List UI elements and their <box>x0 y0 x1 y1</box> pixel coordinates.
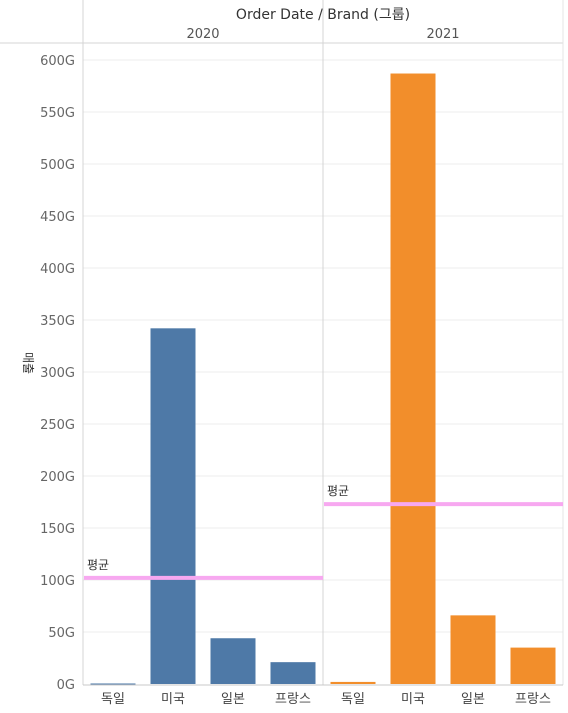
y-tick-label: 200G <box>40 470 75 485</box>
y-tick-label: 250G <box>40 418 75 433</box>
x-category-label: 프랑스 <box>275 692 311 707</box>
panel-year-label: 2021 <box>426 27 459 42</box>
y-tick-label: 300G <box>40 366 75 381</box>
y-tick-label: 50G <box>48 626 75 641</box>
y-tick-label: 550G <box>40 106 75 121</box>
y-tick-label: 350G <box>40 314 75 329</box>
x-category-label: 미국 <box>401 692 425 707</box>
bar <box>390 73 436 684</box>
bar <box>510 647 556 684</box>
y-tick-label: 600G <box>40 54 75 69</box>
y-tick-label: 400G <box>40 262 75 277</box>
bar <box>270 662 316 684</box>
bar <box>330 681 376 684</box>
y-axis-label: 매출 <box>21 352 35 374</box>
y-tick-label: 500G <box>40 158 75 173</box>
x-category-label: 일본 <box>461 692 485 707</box>
y-tick-label: 100G <box>40 574 75 589</box>
y-tick-label: 0G <box>57 678 75 693</box>
bar <box>90 683 136 685</box>
x-category-label: 독일 <box>341 692 365 707</box>
x-category-label: 프랑스 <box>515 692 551 707</box>
bar <box>210 638 256 684</box>
bar <box>450 615 496 684</box>
x-category-label: 미국 <box>161 692 185 707</box>
bar <box>150 328 196 684</box>
y-tick-label: 150G <box>40 522 75 537</box>
panel-year-label: 2020 <box>186 27 219 42</box>
x-category-label: 독일 <box>101 692 125 707</box>
average-label: 평균 <box>327 484 349 498</box>
x-category-label: 일본 <box>221 692 245 707</box>
y-tick-label: 450G <box>40 210 75 225</box>
average-label: 평균 <box>87 558 109 572</box>
